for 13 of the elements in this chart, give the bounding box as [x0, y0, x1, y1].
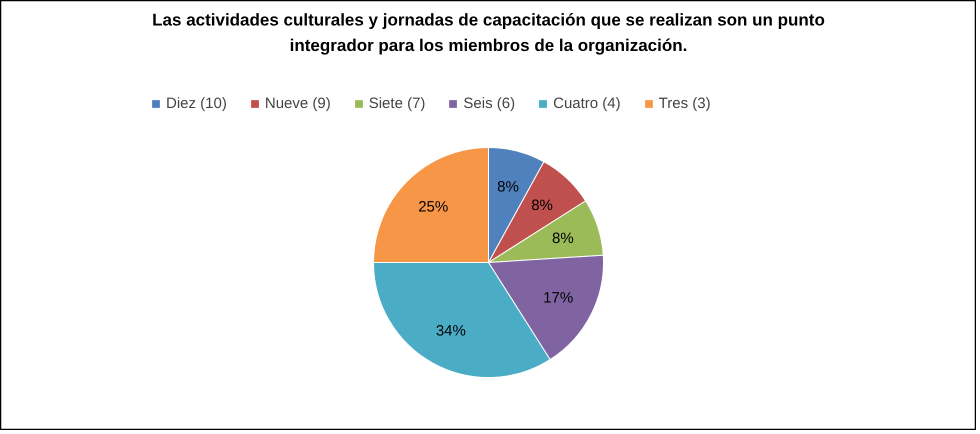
legend-label: Cuatro (4): [553, 95, 621, 112]
data-label: 34%: [436, 322, 466, 340]
data-label: 17%: [543, 290, 574, 306]
data-label: 8%: [531, 196, 553, 214]
legend-label: Diez (10): [166, 95, 227, 112]
data-label: 25%: [418, 198, 448, 216]
legend-label: Nueve (9): [264, 95, 331, 112]
data-label: 8%: [552, 230, 574, 247]
legend-label: Siete (7): [368, 95, 426, 112]
data-label: 8%: [497, 178, 519, 196]
chart-title: Las actividades culturales y jornadas de capacitación que se realizan son un punto integrador para los miembros de la organización.: [152, 10, 825, 56]
legend-label: Tres (3): [658, 95, 711, 112]
legend-label: Seis (6): [463, 95, 516, 112]
